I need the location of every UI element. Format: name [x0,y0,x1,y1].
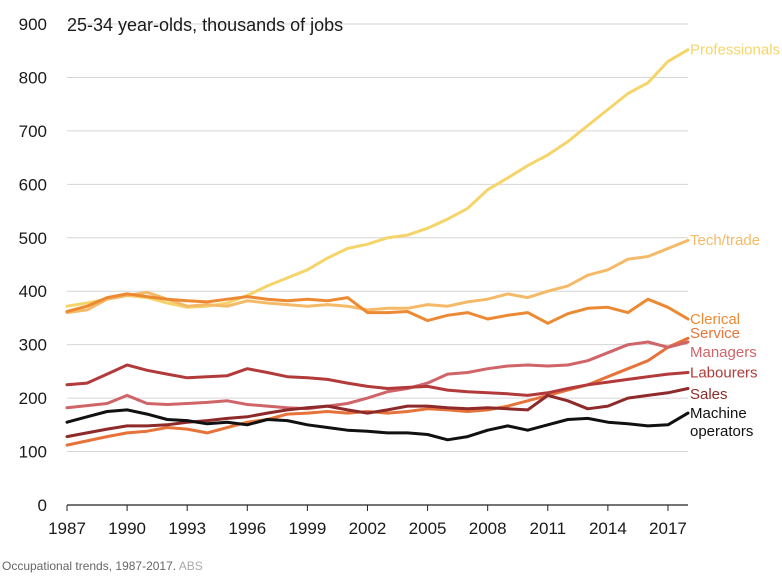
caption-text: Occupational trends, 1987-2017. [2,559,177,573]
x-tick-label: 1987 [48,519,86,538]
series-label: operators [690,423,753,440]
series-label: Tech/trade [690,232,760,249]
series-label: Professionals [690,42,780,59]
caption-source: ABS [178,559,203,573]
series-line [65,292,690,325]
x-tick-label: 1990 [108,519,146,538]
chart-title: 25-34 year-olds, thousands of jobs [67,15,343,35]
series-label: Service [690,325,740,342]
series-label: Labourers [690,364,758,381]
x-tick-label: 1999 [288,519,326,538]
gridlines [67,23,688,453]
x-tick-label: 1993 [168,519,206,538]
series-line [65,408,690,442]
x-tick-label: 2005 [409,519,447,538]
series-label: Machine [690,405,747,422]
y-tick-label: 100 [19,443,47,462]
y-tick-label: 800 [19,68,47,87]
x-tick-label: 1996 [228,519,266,538]
y-tick-label: 0 [38,496,47,515]
series-line [65,336,690,447]
y-tick-label: 600 [19,175,47,194]
series-label: Managers [690,344,757,361]
x-tick-label: 2014 [589,519,627,538]
y-tick-label: 200 [19,389,47,408]
y-tick-label: 700 [19,122,47,141]
x-tick-label: 2017 [649,519,687,538]
y-tick-label: 500 [19,229,47,248]
series-line [65,48,690,309]
series-label: Sales [690,386,728,403]
y-tick-label: 300 [19,336,47,355]
series-label: Clerical [690,311,740,328]
series-lines [65,48,690,447]
y-tick-label: 900 [19,15,47,34]
series-line [65,387,690,439]
x-tick-label: 2011 [529,519,566,538]
x-tick-label: 2008 [469,519,507,538]
x-tick-label: 2002 [349,519,387,538]
x-axis: 1987 1990 1993 1996 1999 2002 2005 2008 2011 2014… [48,504,688,538]
caption: Occupational trends, 1987-2017. ABS [2,559,203,573]
line-chart: 0 100 200 300 400 500 600 700 800 900 1987 1990 199… [19,15,780,538]
y-axis: 0 100 200 300 400 500 600 700 800 900 [19,15,47,515]
series-line [65,363,690,397]
y-tick-label: 400 [19,282,47,301]
series-line [65,340,690,411]
